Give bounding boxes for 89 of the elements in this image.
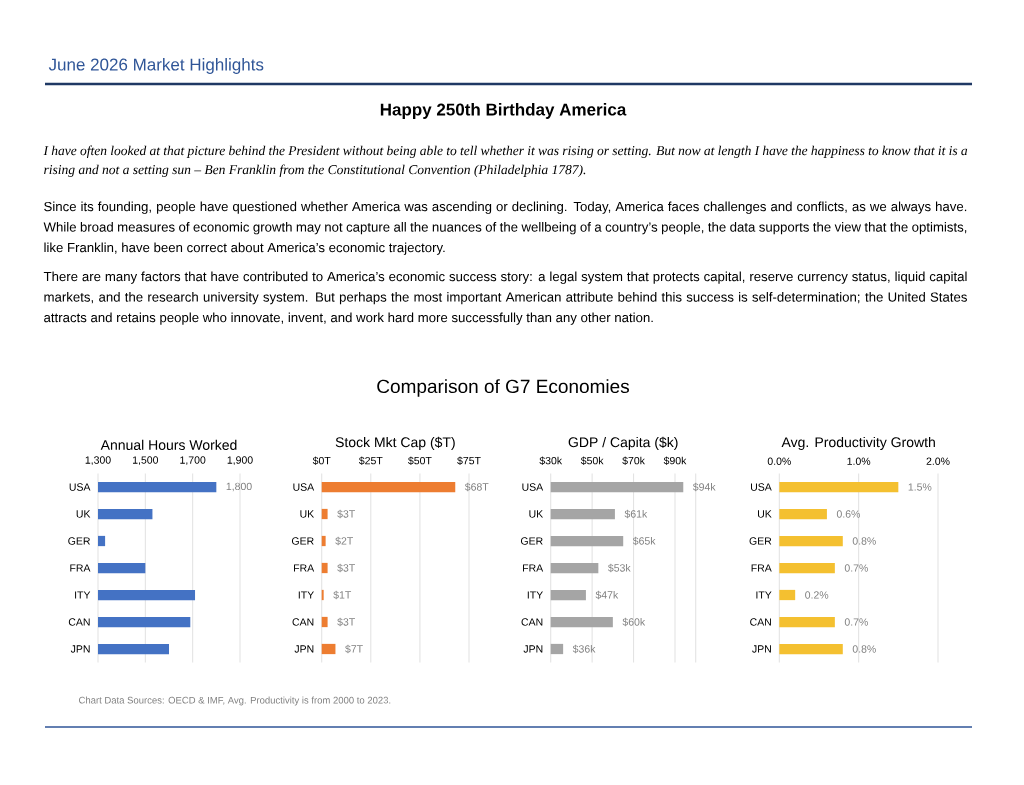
chart-title: Stock Mkt Cap ($T) <box>335 436 455 450</box>
x-tick-label: $25T <box>358 456 383 465</box>
bar <box>321 616 328 628</box>
bar <box>321 481 456 493</box>
y-tick-label: FRA <box>523 564 544 572</box>
data-label: $60k <box>622 617 646 627</box>
y-tick-label: ITY <box>75 591 91 599</box>
y-tick-label: JPN <box>70 645 90 653</box>
y-tick-label: UK <box>300 510 315 518</box>
data-label: $47k <box>595 590 619 600</box>
data-label: $68T <box>464 482 489 492</box>
x-tick-label: $0T <box>312 456 331 465</box>
y-tick-label: CAN <box>750 618 771 626</box>
data-label: 0.8% <box>852 537 876 545</box>
x-tick-label: 2.0% <box>926 457 950 465</box>
data-label: $36k <box>572 644 596 654</box>
y-tick-label: FRA <box>294 564 315 572</box>
bar <box>321 508 328 520</box>
x-tick-label: $50T <box>408 456 432 465</box>
chart-title: Annual Hours Worked <box>100 439 237 450</box>
x-tick-label: $30k <box>539 456 563 465</box>
y-tick-label: USA <box>522 483 544 491</box>
bar <box>779 643 843 655</box>
y-tick-label: CAN <box>68 618 90 626</box>
y-tick-label: JPN <box>523 645 543 653</box>
bar <box>779 616 835 628</box>
y-tick-label: UK <box>76 510 91 518</box>
data-label: 0.7% <box>844 618 868 626</box>
bar <box>321 535 326 547</box>
y-tick-label: GER <box>291 537 314 545</box>
text: There are many factors that have contributed to America’s economic success story: a legal system that protects capital, reserve currency status, liquid capital markets, and the research university system. But perhaps the most important American attribute behind this success is self-determination; the United States attracts and retains people who innovate, invent, and work hard more successfully than any other nation. <box>43 271 967 325</box>
data-label: $94k <box>692 482 716 492</box>
bar <box>779 562 835 574</box>
x-tick-label: $75T <box>457 456 481 465</box>
y-tick-label: GER <box>68 537 90 545</box>
y-tick-label: JPN <box>752 645 771 653</box>
y-tick-label: CAN <box>292 618 314 626</box>
data-label: $53k <box>607 563 631 573</box>
chart-title: Avg. Productivity Growth <box>781 436 935 450</box>
y-tick-label: USA <box>751 483 772 491</box>
data-label: $7T <box>345 644 363 654</box>
data-label: 0.2% <box>805 591 829 599</box>
text: Comparison of G7 Economies <box>377 379 629 397</box>
bar <box>779 481 899 493</box>
data-label: $3T <box>337 617 355 627</box>
y-tick-label: ITY <box>527 591 543 599</box>
x-tick-label: $70k <box>622 456 645 465</box>
text: Since its founding, people have questioned whether America was ascending or declining. Today, America faces challenges and conflicts, as we always have. While broad measures of economic growth may not capture all the nuances of the wellbeing of a country’s people, the data supports the view that the optimists, like Franklin, have been correct about America’s economic trajectory. <box>43 201 967 255</box>
bar <box>321 562 328 574</box>
bar <box>779 535 843 547</box>
x-tick-label: $90k <box>663 456 687 465</box>
data-label: 0.7% <box>844 564 868 572</box>
bar <box>321 643 336 655</box>
y-tick-label: UK <box>529 510 544 518</box>
x-tick-label: 1,300 <box>85 456 111 465</box>
x-tick-label: 1,500 <box>133 456 159 465</box>
data-label: $3T <box>337 563 355 573</box>
text: Happy 250th Birthday America <box>380 103 627 119</box>
data-label: 0.6% <box>836 510 860 518</box>
x-tick-label: 1.0% <box>847 457 871 465</box>
data-label: 0.8% <box>852 645 876 653</box>
bar <box>779 508 827 520</box>
x-tick-label: 1,900 <box>227 456 253 465</box>
chart-title: GDP / Capita ($k) <box>568 436 678 450</box>
y-tick-label: FRA <box>751 564 772 572</box>
y-tick-label: JPN <box>294 645 314 653</box>
data-label: $65k <box>632 536 656 546</box>
y-tick-label: GER <box>749 537 772 545</box>
data-label: $3T <box>337 509 355 519</box>
y-tick-label: UK <box>758 510 772 518</box>
data-label: 1.5% <box>908 483 932 491</box>
bar <box>779 589 796 601</box>
text: I have often looked at that picture behind the President without being able to tell whether it was rising or setting. But now at length I have the happiness to know that it is a rising and not a setting sun – Ben Franklin from the Constitutional Convention (Philadelphia 1787). <box>43 145 968 177</box>
data-label: $2T <box>335 536 354 546</box>
x-tick-label: $50k <box>580 456 604 465</box>
y-tick-label: CAN <box>521 618 543 626</box>
x-tick-label: 0.0% <box>767 457 791 465</box>
y-tick-label: USA <box>293 483 315 491</box>
data-label: 1,800 <box>226 482 252 492</box>
y-tick-label: GER <box>520 537 543 545</box>
text: Chart Data Sources: OECD & IMF, Avg. Productivity is from 2000 to 2023. <box>79 696 391 706</box>
y-tick-label: FRA <box>70 564 91 572</box>
data-label: $61k <box>624 509 648 519</box>
y-tick-label: ITY <box>298 591 314 599</box>
data-label: $1T <box>333 590 352 600</box>
y-tick-label: ITY <box>756 591 772 599</box>
y-tick-label: USA <box>69 483 91 491</box>
x-tick-label: 1,700 <box>180 456 206 465</box>
text: June 2026 Market Highlights <box>48 58 264 74</box>
